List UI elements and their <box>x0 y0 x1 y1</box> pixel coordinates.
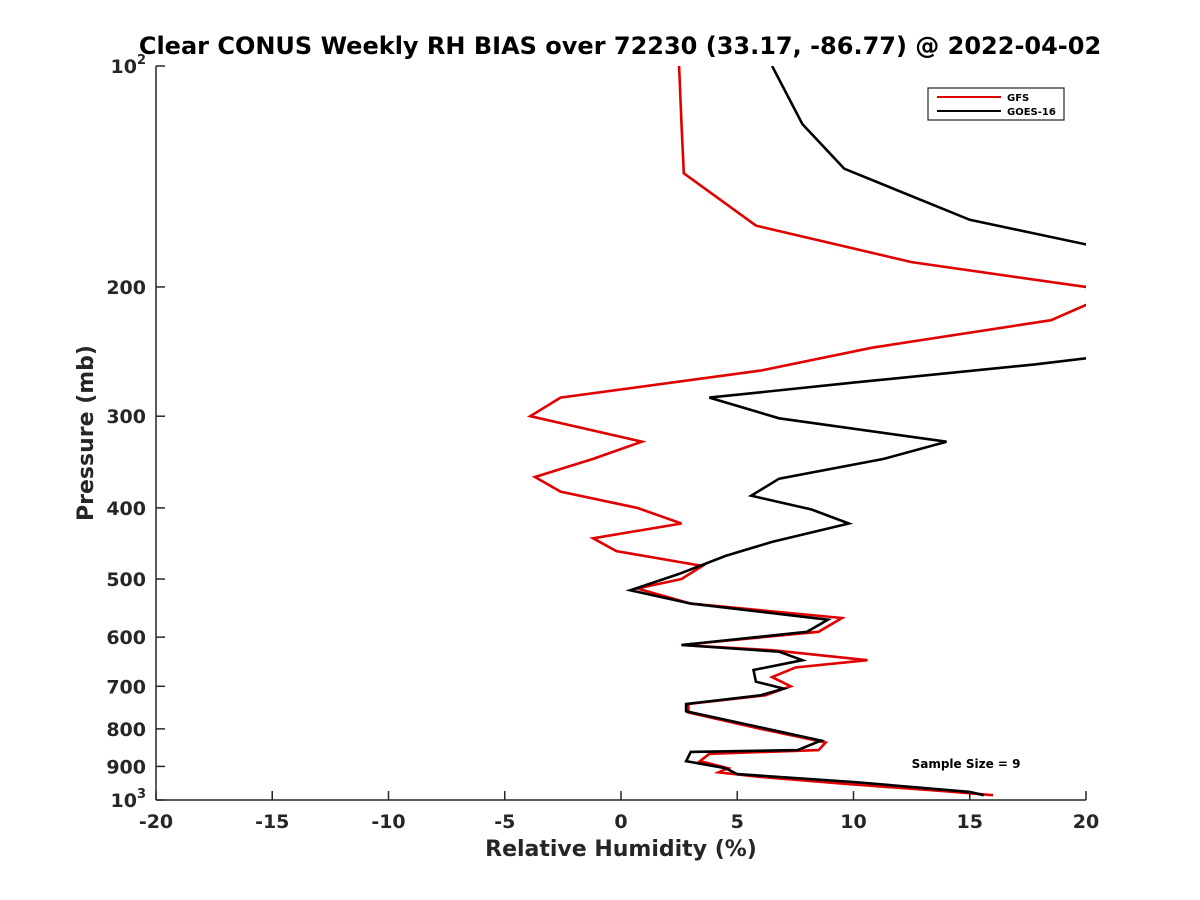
legend-label-goes-16: GOES-16 <box>1007 107 1056 118</box>
y-ticks: 102 200 300 400 500 600 700 800 900 103 <box>106 53 165 812</box>
y-tick-label: 800 <box>106 719 146 741</box>
y-axis-label: Pressure (mb) <box>74 345 99 521</box>
y-tick-label: 600 <box>106 627 146 649</box>
x-tick-label: -5 <box>494 811 515 833</box>
sample-size-annotation: Sample Size = 9 <box>912 757 1021 771</box>
y-tick-label: 200 <box>106 277 146 299</box>
y-tick-label: 700 <box>106 676 146 698</box>
x-tick-label: 10 <box>840 811 866 833</box>
x-tick-label: 15 <box>957 811 983 833</box>
x-ticks: -20 -15 -10 -5 0 5 10 15 20 <box>139 791 1099 833</box>
y-tick-label: 103 <box>111 787 147 812</box>
x-tick-label: 20 <box>1073 811 1099 833</box>
x-axis-label: Relative Humidity (%) <box>485 837 757 862</box>
x-tick-label: 0 <box>614 811 627 833</box>
x-tick-label: 5 <box>731 811 744 833</box>
y-tick-label: 300 <box>106 406 146 428</box>
y-tick-label: 900 <box>106 756 146 778</box>
chart-title: Clear CONUS Weekly RH BIAS over 72230 (3… <box>139 32 1101 60</box>
legend: GFS GOES-16 <box>927 87 1065 121</box>
plot-axes <box>155 66 1086 801</box>
legend-label-gfs: GFS <box>1007 93 1029 104</box>
series-line-gfs <box>526 66 1086 797</box>
x-tick-label: -15 <box>255 811 289 833</box>
y-tick-label: 500 <box>106 569 146 591</box>
x-tick-label: -10 <box>371 811 405 833</box>
y-tick-label: 102 <box>111 53 147 78</box>
legend-box <box>927 87 1065 121</box>
series-layer <box>526 66 1086 797</box>
series-line-goes-16 <box>625 66 1086 797</box>
y-tick-label: 400 <box>106 498 146 520</box>
x-tick-label: -20 <box>139 811 173 833</box>
